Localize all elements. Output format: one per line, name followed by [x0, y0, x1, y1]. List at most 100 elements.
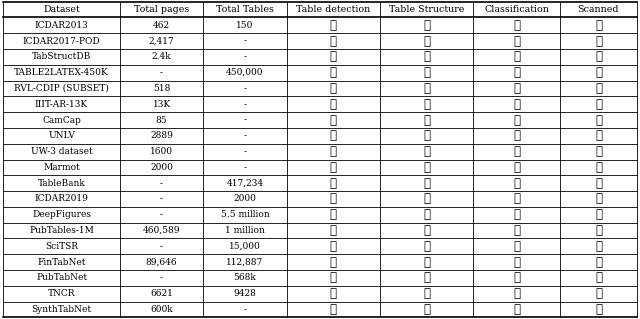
- Text: 518: 518: [153, 84, 170, 93]
- Text: Scanned: Scanned: [578, 5, 620, 14]
- Text: DeepFigures: DeepFigures: [32, 210, 91, 219]
- Text: ✓: ✓: [513, 287, 520, 300]
- Text: ✗: ✗: [513, 177, 520, 190]
- Text: ✗: ✗: [513, 271, 520, 285]
- Text: ✗: ✗: [513, 256, 520, 269]
- Text: ✓: ✓: [330, 287, 337, 300]
- Text: ✓: ✓: [423, 145, 430, 158]
- Text: ✓: ✓: [423, 192, 430, 205]
- Text: IIIT-AR-13K: IIIT-AR-13K: [35, 100, 88, 109]
- Text: ✓: ✓: [595, 208, 602, 221]
- Text: ✓: ✓: [330, 256, 337, 269]
- Text: ✓: ✓: [330, 161, 337, 174]
- Text: ✗: ✗: [513, 50, 520, 63]
- Text: 450,000: 450,000: [226, 68, 264, 77]
- Text: ✓: ✓: [595, 145, 602, 158]
- Text: ✓: ✓: [595, 82, 602, 95]
- Text: Dataset: Dataset: [43, 5, 80, 14]
- Text: TableBank: TableBank: [38, 179, 85, 188]
- Text: -: -: [243, 115, 246, 124]
- Text: ✓: ✓: [423, 129, 430, 142]
- Text: ✗: ✗: [513, 34, 520, 48]
- Text: ✗: ✗: [513, 161, 520, 174]
- Text: ✗: ✗: [423, 34, 430, 48]
- Text: Total pages: Total pages: [134, 5, 189, 14]
- Text: ✗: ✗: [513, 19, 520, 32]
- Text: ✓: ✓: [595, 224, 602, 237]
- Text: ✓: ✓: [513, 303, 520, 316]
- Text: ✗: ✗: [423, 287, 430, 300]
- Text: ✗: ✗: [513, 82, 520, 95]
- Text: 2.4k: 2.4k: [152, 52, 172, 61]
- Text: 150: 150: [236, 21, 253, 30]
- Text: ✗: ✗: [513, 224, 520, 237]
- Text: ✓: ✓: [330, 303, 337, 316]
- Text: ✗: ✗: [595, 114, 602, 127]
- Text: ✓: ✓: [423, 240, 430, 253]
- Text: ✗: ✗: [330, 240, 337, 253]
- Text: ✓: ✓: [330, 145, 337, 158]
- Text: ✗: ✗: [423, 161, 430, 174]
- Text: ✓: ✓: [595, 271, 602, 285]
- Text: ICDAR2017-POD: ICDAR2017-POD: [23, 37, 100, 46]
- Text: ✗: ✗: [513, 98, 520, 111]
- Text: -: -: [243, 305, 246, 314]
- Text: 15,000: 15,000: [229, 242, 261, 251]
- Text: ICDAR2019: ICDAR2019: [35, 195, 88, 204]
- Text: Total Tables: Total Tables: [216, 5, 274, 14]
- Text: ✓: ✓: [423, 271, 430, 285]
- Text: ✓: ✓: [423, 256, 430, 269]
- Text: ✗: ✗: [513, 192, 520, 205]
- Text: 417,234: 417,234: [227, 179, 264, 188]
- Text: -: -: [160, 195, 163, 204]
- Text: 460,589: 460,589: [143, 226, 180, 235]
- Text: ✗: ✗: [513, 208, 520, 221]
- Text: ✓: ✓: [595, 192, 602, 205]
- Text: ✗: ✗: [595, 240, 602, 253]
- Text: ✗: ✗: [423, 208, 430, 221]
- Text: CamCap: CamCap: [42, 115, 81, 124]
- Text: ✓: ✓: [423, 114, 430, 127]
- Text: ✗: ✗: [423, 82, 430, 95]
- Text: FinTabNet: FinTabNet: [37, 258, 86, 267]
- Text: ✓: ✓: [423, 303, 430, 316]
- Text: ✗: ✗: [595, 256, 602, 269]
- Text: ✓: ✓: [423, 50, 430, 63]
- Text: RVL-CDIP (SUBSET): RVL-CDIP (SUBSET): [14, 84, 109, 93]
- Text: 2,417: 2,417: [148, 37, 175, 46]
- Text: 568k: 568k: [234, 273, 257, 282]
- Text: -: -: [160, 210, 163, 219]
- Text: 85: 85: [156, 115, 168, 124]
- Text: ✗: ✗: [330, 50, 337, 63]
- Text: ✓: ✓: [595, 161, 602, 174]
- Text: Classification: Classification: [484, 5, 549, 14]
- Text: PubTables-1M: PubTables-1M: [29, 226, 94, 235]
- Text: TabStructDB: TabStructDB: [32, 52, 91, 61]
- Text: ✓: ✓: [595, 129, 602, 142]
- Text: 600k: 600k: [150, 305, 173, 314]
- Text: ✓: ✓: [330, 19, 337, 32]
- Text: ICDAR2013: ICDAR2013: [35, 21, 88, 30]
- Text: ✗: ✗: [513, 145, 520, 158]
- Text: 13K: 13K: [152, 100, 171, 109]
- Text: ✓: ✓: [595, 34, 602, 48]
- Text: ✓: ✓: [595, 287, 602, 300]
- Text: ✓: ✓: [330, 114, 337, 127]
- Text: SynthTabNet: SynthTabNet: [31, 305, 92, 314]
- Text: TNCR: TNCR: [48, 289, 76, 298]
- Text: 9428: 9428: [234, 289, 257, 298]
- Text: ✓: ✓: [595, 19, 602, 32]
- Text: ✓: ✓: [423, 224, 430, 237]
- Text: -: -: [160, 273, 163, 282]
- Text: 1 million: 1 million: [225, 226, 265, 235]
- Text: -: -: [243, 147, 246, 156]
- Text: ✗: ✗: [423, 98, 430, 111]
- Text: ✓: ✓: [595, 66, 602, 79]
- Text: 6621: 6621: [150, 289, 173, 298]
- Text: 89,646: 89,646: [146, 258, 177, 267]
- Text: 1600: 1600: [150, 147, 173, 156]
- Text: ✗: ✗: [330, 66, 337, 79]
- Text: Table detection: Table detection: [296, 5, 371, 14]
- Text: Table Structure: Table Structure: [389, 5, 465, 14]
- Text: ✓: ✓: [330, 129, 337, 142]
